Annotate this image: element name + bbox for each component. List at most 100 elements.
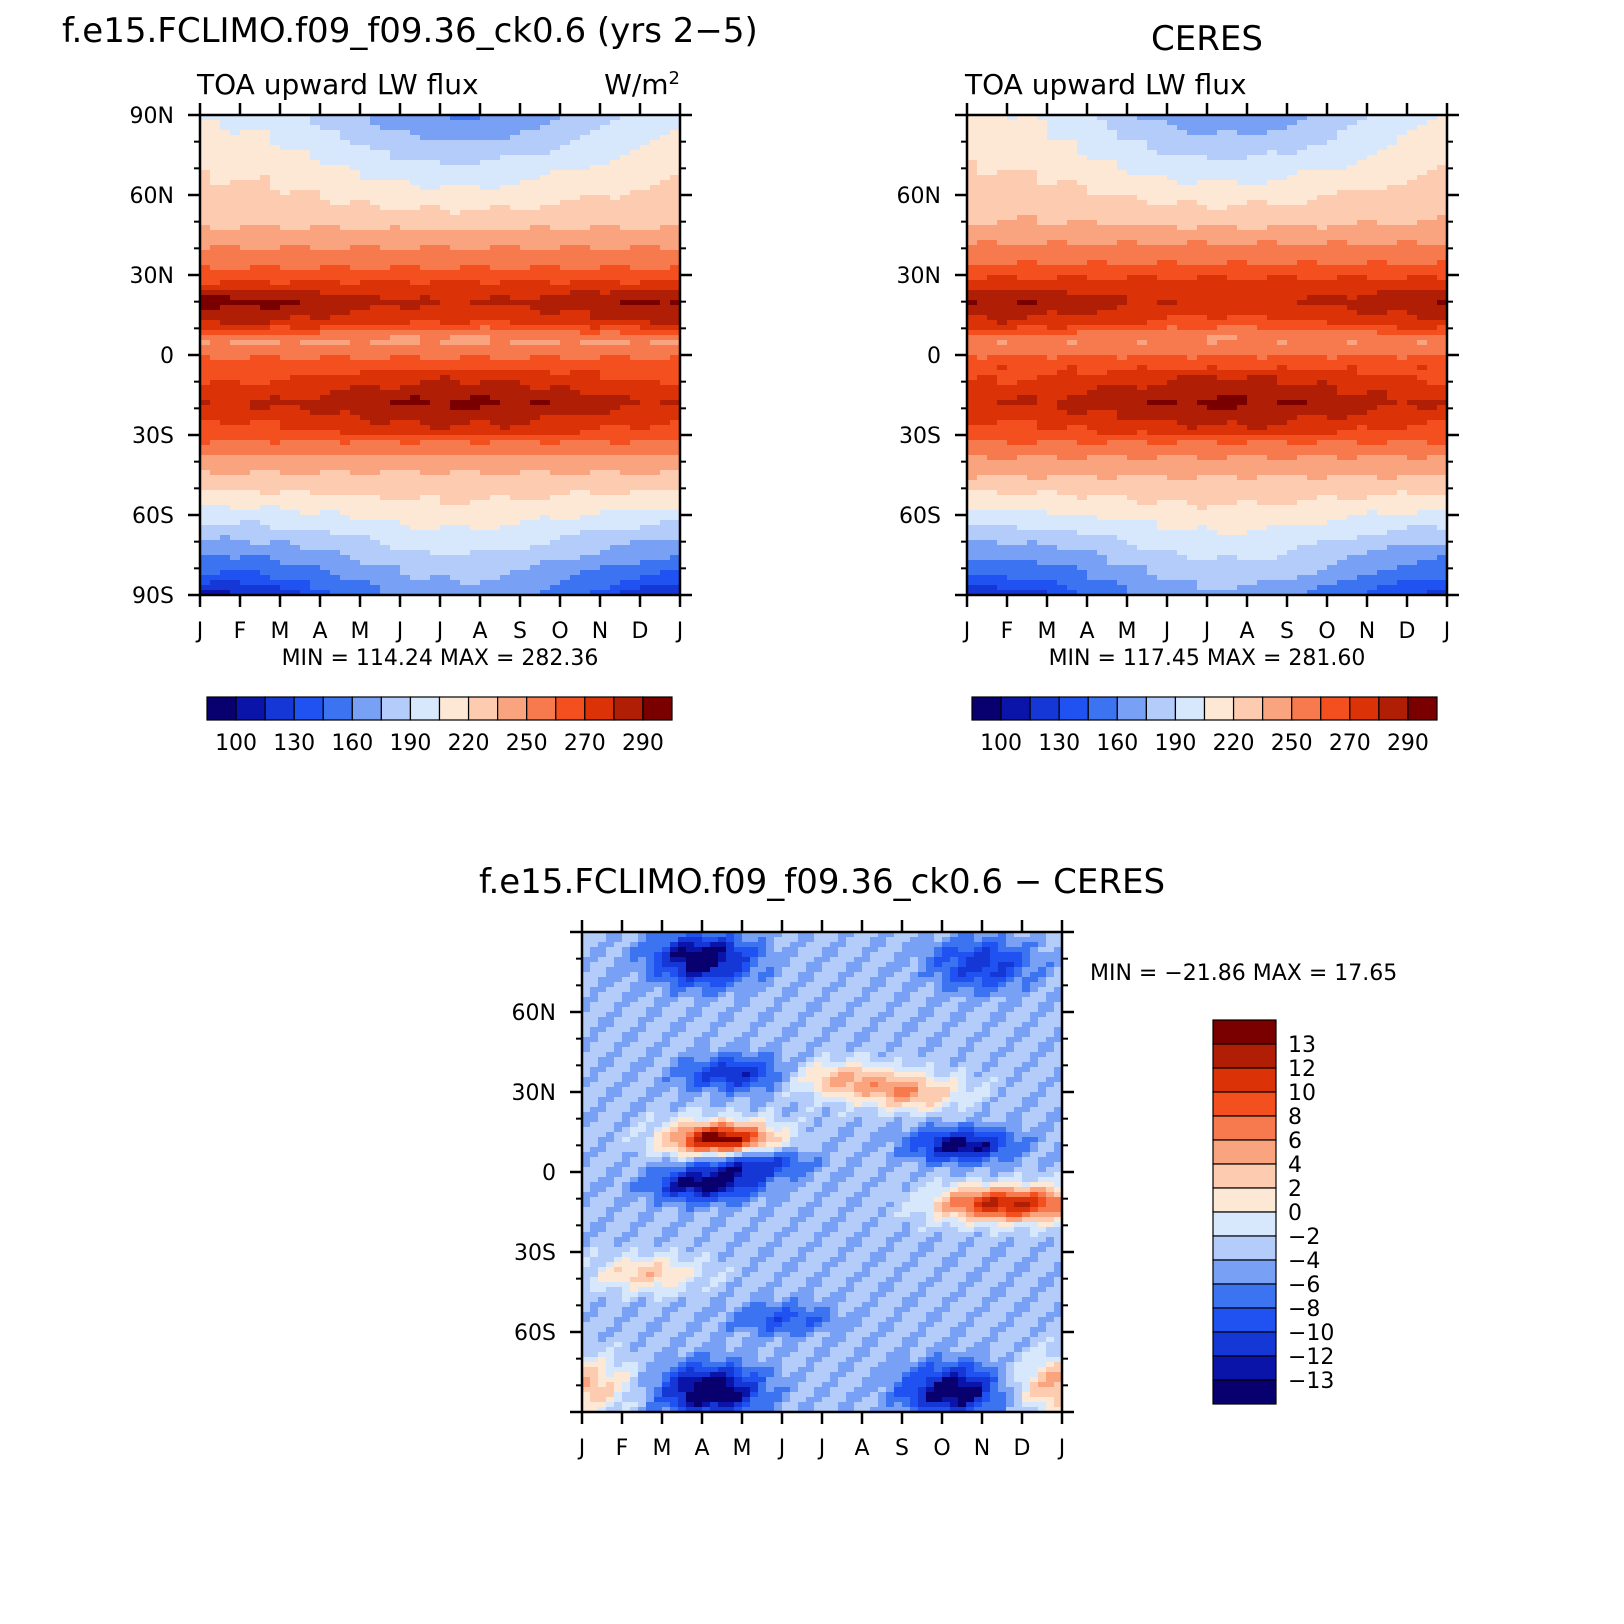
colorbar-swatch (409, 696, 441, 721)
flux-cell (350, 180, 361, 186)
flux-cell (590, 390, 601, 396)
flux-cell (320, 115, 331, 121)
flux-cell (200, 290, 211, 296)
flux-cell (550, 385, 561, 391)
colorbar-swatch (584, 696, 615, 721)
flux-cell (430, 205, 441, 211)
flux-cell (470, 190, 481, 196)
flux-cell (490, 470, 501, 476)
flux-cell (400, 235, 411, 241)
flux-cell (410, 505, 421, 511)
flux-cell (210, 300, 221, 306)
flux-cell (360, 335, 371, 341)
flux-cell (320, 435, 331, 441)
flux-cell (260, 515, 271, 521)
flux-cell (660, 140, 671, 146)
flux-cell (340, 115, 351, 121)
flux-cell (650, 555, 661, 561)
flux-cell (490, 555, 501, 561)
flux-cell (430, 320, 441, 326)
flux-cell (250, 380, 261, 386)
flux-cell (310, 205, 321, 211)
flux-cell (350, 440, 361, 446)
flux-cell (630, 415, 641, 421)
flux-cell (320, 570, 331, 576)
flux-cell (470, 375, 481, 381)
flux-cell (350, 250, 361, 256)
flux-cell (240, 260, 251, 266)
flux-cell (330, 130, 341, 136)
flux-cell (1257, 115, 1268, 121)
flux-cell (380, 545, 391, 551)
flux-cell (490, 510, 501, 516)
flux-cell (230, 175, 241, 181)
flux-cell (500, 195, 511, 201)
flux-cell (620, 470, 631, 476)
flux-cell (400, 125, 411, 131)
colorbar-swatch (293, 696, 324, 721)
flux-cell (410, 570, 421, 576)
flux-cell (410, 155, 421, 161)
flux-cell (210, 460, 221, 466)
flux-cell (320, 395, 331, 401)
flux-cell (590, 540, 601, 546)
flux-cell (450, 370, 461, 376)
flux-cell (440, 440, 451, 446)
flux-cell (400, 475, 411, 481)
flux-cell (1017, 125, 1028, 131)
flux-cell (540, 585, 551, 591)
flux-cell (570, 505, 581, 511)
flux-cell (280, 445, 291, 451)
flux-cell (420, 535, 431, 541)
flux-cell (250, 495, 261, 501)
flux-cell (550, 480, 561, 486)
flux-cell (200, 355, 211, 361)
flux-cell (540, 180, 551, 186)
flux-cell (390, 155, 401, 161)
flux-cell (240, 225, 251, 231)
flux-cell (540, 530, 551, 536)
flux-cell (500, 155, 511, 161)
flux-cell (340, 570, 351, 576)
flux-cell (540, 210, 551, 216)
flux-cell (590, 305, 601, 311)
flux-cell (370, 335, 381, 341)
flux-cell (450, 165, 461, 171)
flux-cell (250, 160, 261, 166)
flux-cell (310, 490, 321, 496)
flux-cell (530, 500, 541, 506)
flux-cell (420, 385, 431, 391)
flux-cell (320, 175, 331, 181)
flux-cell (650, 550, 661, 556)
flux-cell (280, 385, 291, 391)
flux-cell (470, 130, 481, 136)
flux-cell (450, 510, 461, 516)
flux-cell (560, 280, 571, 286)
flux-cell (590, 135, 601, 141)
flux-cell (400, 470, 411, 476)
flux-cell (620, 500, 631, 506)
flux-cell (610, 450, 621, 456)
flux-cell (550, 570, 561, 576)
flux-cell (610, 120, 621, 126)
flux-cell (640, 550, 651, 556)
flux-cell (450, 260, 461, 266)
flux-cell (630, 500, 641, 506)
flux-cell (290, 545, 301, 551)
flux-cell (640, 195, 651, 201)
flux-cell (510, 215, 521, 221)
flux-cell (320, 470, 331, 476)
flux-cell (610, 500, 621, 506)
flux-cell (470, 390, 481, 396)
flux-cell (390, 555, 401, 561)
flux-cell (330, 495, 341, 501)
flux-cell (1297, 125, 1308, 131)
flux-cell (660, 205, 671, 211)
flux-cell (660, 405, 671, 411)
flux-cell (510, 485, 521, 491)
flux-cell (270, 580, 281, 586)
flux-cell (460, 125, 471, 131)
flux-cell (290, 420, 301, 426)
flux-cell (630, 285, 641, 291)
flux-cell (270, 330, 281, 336)
